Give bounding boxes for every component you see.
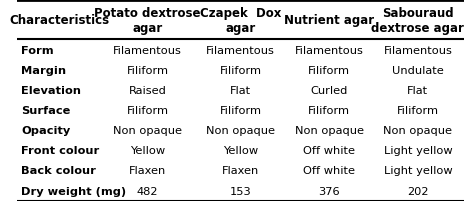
Text: Filiform: Filiform: [220, 65, 262, 75]
Text: Filiform: Filiform: [127, 105, 169, 115]
Text: Opacity: Opacity: [21, 125, 71, 135]
Text: Filiform: Filiform: [308, 65, 350, 75]
Text: Filamentous: Filamentous: [383, 45, 452, 55]
Text: Off white: Off white: [303, 166, 356, 176]
Text: Undulate: Undulate: [392, 65, 444, 75]
Text: Margin: Margin: [21, 65, 67, 75]
Text: Dry weight (mg): Dry weight (mg): [21, 186, 127, 196]
Text: 376: 376: [319, 186, 340, 196]
Text: Form: Form: [21, 45, 54, 55]
Text: Light yellow: Light yellow: [383, 166, 452, 176]
Text: Potato dextrose
agar: Potato dextrose agar: [94, 7, 201, 35]
Text: 482: 482: [137, 186, 158, 196]
Text: Filiform: Filiform: [127, 65, 169, 75]
Text: Non opaque: Non opaque: [383, 125, 452, 135]
Text: Non opaque: Non opaque: [113, 125, 182, 135]
Text: Nutrient agar: Nutrient agar: [284, 14, 374, 27]
Text: Flat: Flat: [230, 85, 251, 95]
Text: Non opaque: Non opaque: [206, 125, 275, 135]
Text: Elevation: Elevation: [21, 85, 82, 95]
Text: Off white: Off white: [303, 145, 356, 156]
Text: Flat: Flat: [407, 85, 428, 95]
Text: 153: 153: [230, 186, 252, 196]
Text: Filiform: Filiform: [397, 105, 439, 115]
Text: Raised: Raised: [128, 85, 166, 95]
Text: Filamentous: Filamentous: [206, 45, 275, 55]
Text: Flaxen: Flaxen: [222, 166, 259, 176]
Text: Back colour: Back colour: [21, 166, 96, 176]
Text: 202: 202: [407, 186, 428, 196]
Text: Filiform: Filiform: [220, 105, 262, 115]
Text: Light yellow: Light yellow: [383, 145, 452, 156]
Text: Yellow: Yellow: [223, 145, 258, 156]
Text: Filamentous: Filamentous: [295, 45, 364, 55]
Text: Yellow: Yellow: [130, 145, 165, 156]
Text: Flaxen: Flaxen: [129, 166, 166, 176]
Text: Surface: Surface: [21, 105, 71, 115]
Text: Curled: Curled: [310, 85, 348, 95]
Text: Sabouraud
dextrose agar: Sabouraud dextrose agar: [372, 7, 464, 35]
Text: Non opaque: Non opaque: [295, 125, 364, 135]
Text: Filiform: Filiform: [308, 105, 350, 115]
Text: Filamentous: Filamentous: [113, 45, 182, 55]
Text: Front colour: Front colour: [21, 145, 100, 156]
Text: Czapek  Dox
agar: Czapek Dox agar: [200, 7, 282, 35]
Text: Characteristics: Characteristics: [9, 14, 109, 27]
